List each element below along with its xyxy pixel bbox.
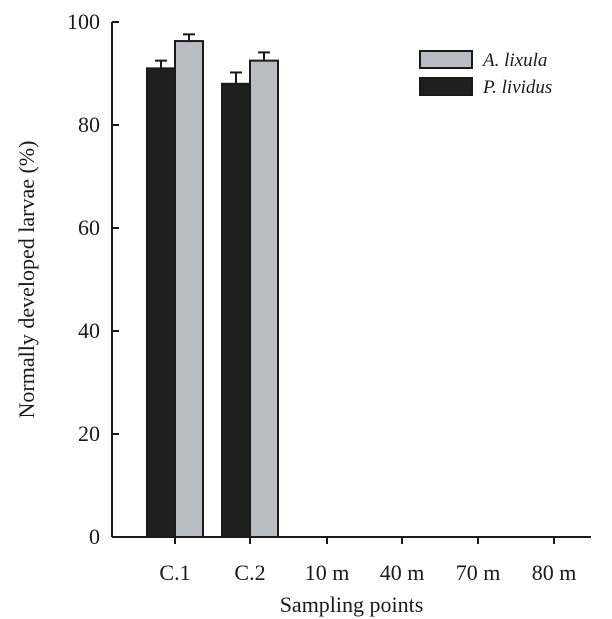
x-tick-label: C.2 [234,560,265,585]
y-tick-label: 80 [78,112,100,137]
x-tick-label: 40 m [380,560,425,585]
bar-a-lixula-c-1 [174,40,204,539]
legend-swatch-p-lividus [419,77,473,96]
y-tick-label: 40 [78,318,100,343]
x-tick-label: 70 m [456,560,501,585]
x-axis-title: Sampling points [280,592,424,617]
legend-label-p-lividus: P. lividus [482,77,552,98]
plot-area: 0 20 40 60 80 100 C.1 C.2 10 m 40 m 70 m 80 m [67,9,591,585]
legend-swatch-a-lixula [419,50,473,69]
y-tick-label: 100 [67,9,100,34]
y-tick-label: 20 [78,421,100,446]
x-tick-label: 10 m [305,560,350,585]
legend-label-a-lixula: A. lixula [481,50,547,71]
y-axis-title: Normally developed larvae (%) [14,141,39,419]
y-tick-label: 0 [89,524,100,549]
bar-a-lixula-c-2 [249,59,279,538]
x-tick-label: 80 m [532,560,577,585]
bar-p-lividus-c-1 [146,67,176,538]
x-tick-label: C.1 [159,560,190,585]
legend: A. lixula P. lividus [419,50,552,98]
y-tick-label: 60 [78,215,100,240]
bar-p-lividus-c-2 [221,82,251,539]
